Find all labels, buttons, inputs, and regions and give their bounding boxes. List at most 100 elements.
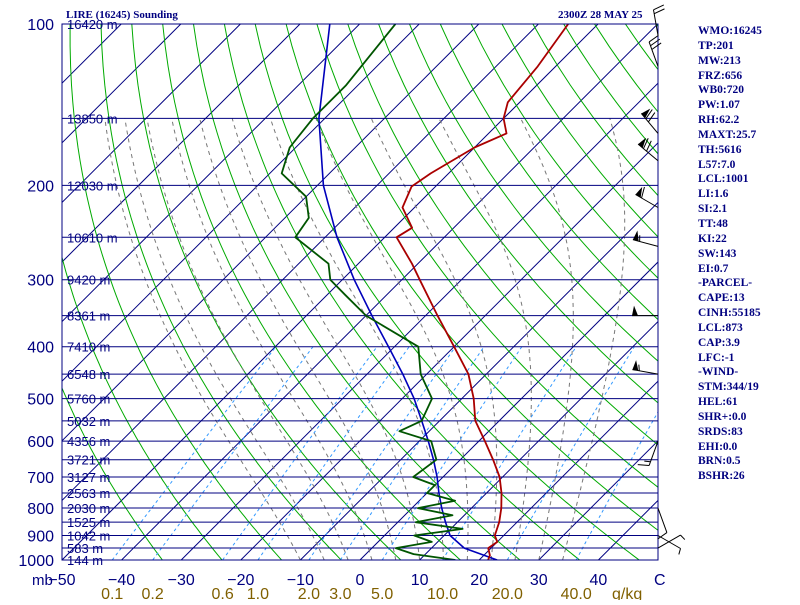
mixing-ratio-label: 0.1 (101, 586, 123, 600)
wind-barb-staff (658, 508, 667, 532)
index-value: TH:5616 (698, 143, 798, 158)
wind-barb-half (644, 460, 650, 463)
height-label: 2563 m (67, 486, 110, 501)
index-value: L57:7.0 (698, 158, 798, 173)
mixing-ratio-label: 40.0 (561, 586, 592, 600)
wind-barb-staff (638, 144, 658, 161)
index-value: BRN:0.5 (698, 454, 798, 469)
mixing-ratio-label: 3.0 (329, 586, 351, 600)
mixing-ratio-label: 2.0 (298, 586, 320, 600)
index-value: SHR+:0.0 (698, 410, 798, 425)
index-value: WMO:16245 (698, 24, 798, 39)
mixing-ratio-line (153, 347, 313, 560)
height-label: 3127 m (67, 470, 110, 485)
mixing-ratio-label: 0.6 (212, 586, 234, 600)
index-value: SI:2.1 (698, 202, 798, 217)
height-label: 9420 m (67, 273, 110, 288)
index-value: CAP:3.9 (698, 336, 798, 351)
pressure-tick-label: 300 (27, 273, 54, 290)
wind-barb-full (653, 5, 664, 10)
height-label: 5032 m (67, 414, 110, 429)
index-value: LCL:1001 (698, 172, 798, 187)
mixing-ratio-label: 5.0 (371, 586, 393, 600)
index-value: WB0:720 (698, 83, 798, 98)
wind-barb-icon (638, 136, 665, 161)
mixing-ratio-label: 10.0 (427, 586, 458, 600)
wind-barb-icon (632, 360, 659, 374)
index-value: FRZ:656 (698, 69, 798, 84)
wind-barb-full (638, 462, 649, 469)
valid-time: 2300Z 28 MAY 25 (558, 9, 642, 21)
wind-barb-icon (653, 5, 669, 35)
height-label: 7410 m (67, 340, 110, 355)
pressure-tick-label: 400 (27, 340, 54, 357)
temperature-tick-label: 40 (590, 572, 608, 589)
wind-barb-pennant (632, 306, 638, 316)
mixing-ratio-line (576, 347, 696, 560)
dry-adiabat-line (194, 24, 521, 560)
pressure-tick-label: 500 (27, 392, 54, 409)
mixing-ratio-line (112, 347, 276, 560)
index-value: BSHR:26 (698, 469, 798, 484)
index-value: TT:48 (698, 217, 798, 232)
temperature-tick-label: 20 (470, 572, 488, 589)
index-value: SW:143 (698, 247, 798, 262)
moist-adiabat-line (521, 118, 574, 560)
index-value: MW:213 (698, 54, 798, 69)
index-value: -PARCEL- (698, 276, 798, 291)
pressure-tick-label: 800 (27, 501, 54, 518)
temperature-unit-label: C (654, 572, 666, 589)
index-value: PW:1.07 (698, 98, 798, 113)
index-value: LFC:-1 (698, 351, 798, 366)
index-value: EI:0.7 (698, 262, 798, 277)
index-value: -WIND- (698, 365, 798, 380)
height-label: 2030 m (67, 501, 110, 516)
temperature-tick-label: 30 (530, 572, 548, 589)
wind-barb-half (638, 235, 641, 241)
height-label: 5760 m (67, 392, 110, 407)
pressure-tick-label: 600 (27, 434, 54, 451)
mixing-ratio-label: 1.0 (247, 586, 269, 600)
pressure-tick-label: 700 (27, 470, 54, 487)
height-label: 8361 m (67, 309, 110, 324)
mixing-ratio-label: 20.0 (492, 586, 523, 600)
index-value: CINH:55185 (698, 306, 798, 321)
index-value: RH:62.2 (698, 113, 798, 128)
mixing-ratio-label: 0.2 (142, 586, 164, 600)
plot-area (0, 24, 800, 560)
index-value: STM:344/19 (698, 380, 798, 395)
index-value: KI:22 (698, 232, 798, 247)
temperature-tick-label: 0 (356, 572, 365, 589)
mixing-ratio-line (309, 347, 456, 560)
index-value: LI:1.6 (698, 187, 798, 202)
index-value: LCL:873 (698, 321, 798, 336)
pressure-tick-label: 100 (27, 17, 54, 34)
height-label: 3721 m (67, 453, 110, 468)
height-label: 4356 m (67, 434, 110, 449)
height-label: 10610 m (67, 230, 118, 245)
index-value: MAXT:25.7 (698, 128, 798, 143)
dry-adiabat-line (101, 24, 341, 560)
dry-adiabat-line (317, 24, 759, 560)
pressure-tick-label: 1000 (18, 553, 54, 570)
mixing-ratio-unit-label: g/kg (612, 586, 642, 600)
wind-barb-staff (633, 240, 658, 247)
temperature-tick-label: −50 (48, 572, 75, 589)
temperature-tick-label: 10 (411, 572, 429, 589)
height-label: 13850 m (67, 111, 118, 126)
wind-barb-icon (635, 185, 663, 208)
height-label: 144 m (67, 553, 103, 568)
wind-barb-full (646, 113, 656, 122)
pressure-tick-label: 200 (27, 178, 54, 195)
mixing-ratio-line (223, 347, 377, 560)
moist-adiabat-line (563, 118, 625, 560)
index-value: TP:201 (698, 39, 798, 54)
index-value: CAPE:13 (698, 291, 798, 306)
wind-barb-full (644, 141, 653, 151)
index-value: EHI:0.0 (698, 440, 798, 455)
wind-barb-icon (658, 534, 685, 553)
wind-barb-icon (633, 230, 661, 246)
